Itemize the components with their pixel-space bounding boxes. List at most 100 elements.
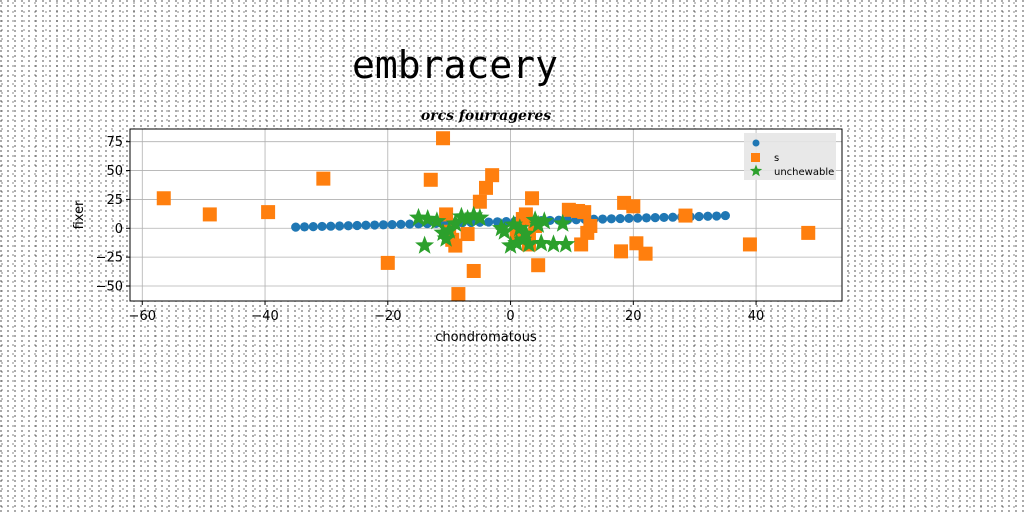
data-point [638,246,653,261]
data-point [528,214,548,233]
data-point [577,205,592,220]
data-point [484,217,494,227]
data-point [308,222,318,232]
data-point [519,234,539,253]
data-point [742,237,757,252]
y-tick-label: 0 [115,222,123,237]
y-axis-label: fixer [72,200,87,229]
data-point [614,244,629,259]
y-tick-label: −25 [96,251,123,266]
data-point [445,213,465,232]
data-point [485,168,500,183]
x-tick-label: 40 [748,309,765,324]
data-point [531,233,551,252]
data-point [415,235,435,254]
x-tick-label: −60 [129,309,156,324]
data-point [439,220,459,239]
y-tick-label: −50 [96,279,123,294]
data-point [624,213,634,223]
data-point [378,220,389,230]
data-point [261,205,276,220]
legend-marker-series-1 [752,139,760,147]
x-tick-label: −20 [374,309,401,324]
data-points [156,131,816,302]
chart-title: orcs fourrageres [421,108,551,124]
data-point [317,221,327,232]
data-point [409,207,428,226]
y-tick-label: 25 [106,193,123,208]
data-point [641,213,652,223]
data-point [418,209,438,228]
series-3 [409,205,576,254]
data-point [507,233,527,252]
x-tick-label: −40 [251,309,278,324]
data-point [494,221,514,240]
data-point [534,211,554,230]
data-point [694,211,704,222]
data-point [606,214,616,224]
data-point [396,219,406,229]
data-point [156,191,171,206]
data-point [436,228,456,247]
data-point [316,171,331,186]
data-point [405,219,415,229]
data-point [343,221,353,231]
x-tick-label: 20 [625,309,642,324]
legend-label-series-2: s [774,153,779,164]
data-point [531,258,546,273]
data-point [516,224,536,243]
legend-marker-series-3 [749,164,763,177]
data-point [650,213,660,223]
data-point [451,287,466,302]
data-point [720,210,730,221]
data-point [668,212,678,222]
data-point [380,255,395,270]
data-point [370,220,380,230]
legend-label-series-3: unchewable [774,167,834,178]
data-point [464,205,484,224]
data-point [553,213,573,232]
data-point [501,235,521,254]
data-point [583,218,598,233]
data-point [556,234,576,253]
data-point [387,219,397,230]
data-point [460,227,475,242]
data-point [525,191,540,206]
y-tick-label: 50 [106,164,123,179]
data-point [427,211,447,230]
data-point [510,218,530,237]
data-point [433,222,453,241]
data-point [472,194,487,209]
data-point [659,212,669,223]
data-point [352,220,362,231]
data-point [525,210,545,229]
data-point [451,206,471,225]
data-point [678,208,693,223]
data-point [299,222,310,232]
data-point [202,207,217,222]
data-point [504,214,524,233]
data-point [470,207,490,226]
data-point [479,180,493,195]
data-point [439,207,454,222]
page-title: embracery [352,43,558,87]
data-point [466,263,481,278]
data-point [703,211,713,221]
data-point [326,221,336,231]
legend: s unchewable [744,133,836,180]
data-point [626,199,641,214]
x-tick-label: 0 [506,309,514,324]
axis-ticks: −60 −40 −20 0 20 40 −50 −25 0 25 50 75 [96,135,765,324]
data-point [334,221,345,231]
series-2 [156,131,816,302]
data-point [491,218,511,237]
data-point [801,225,816,240]
plot-frame [129,128,843,302]
data-point [361,220,371,230]
data-point [712,211,722,221]
data-point [291,222,301,232]
data-point [633,213,643,223]
data-point [615,213,625,224]
data-point [458,209,478,228]
